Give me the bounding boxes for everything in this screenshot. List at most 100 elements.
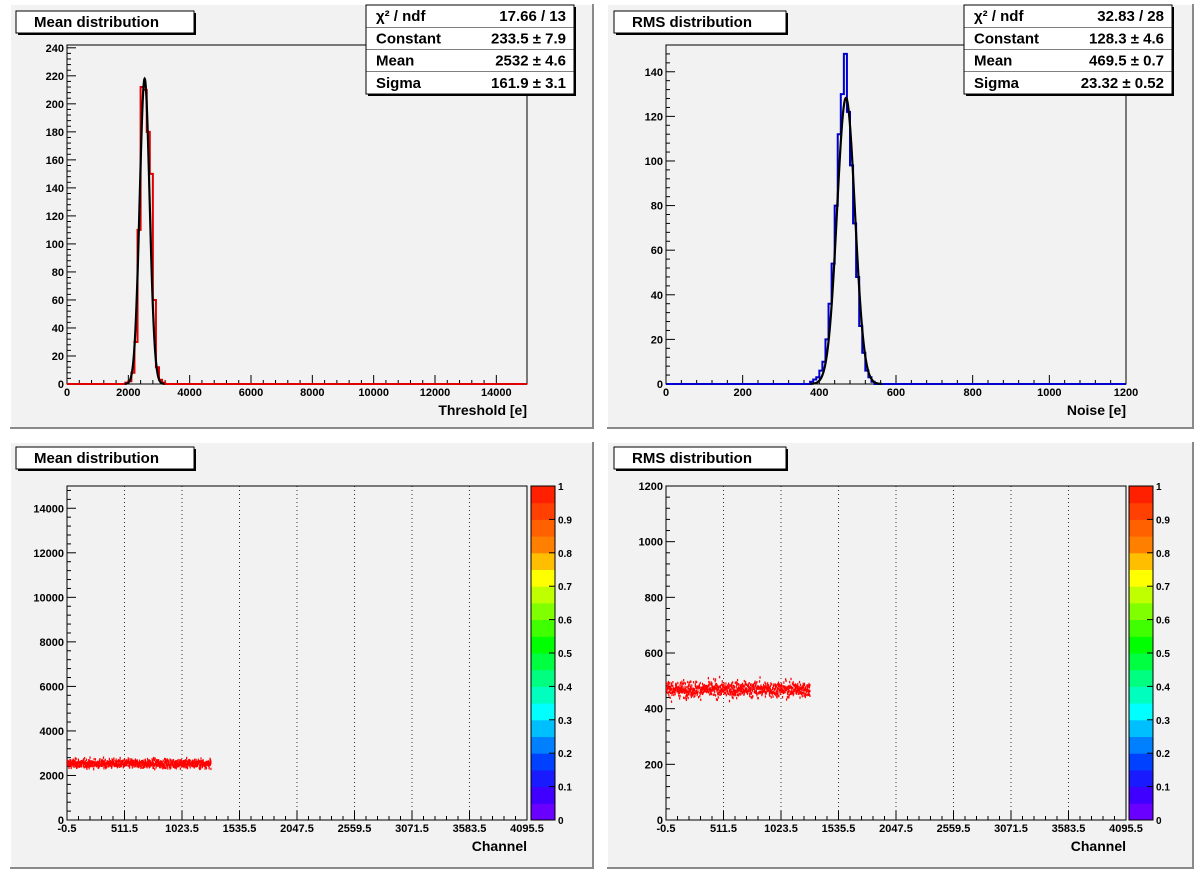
channel-cell [746,687,748,691]
channel-cell [698,683,700,686]
channel-cell [708,683,710,687]
channel-cell [708,681,710,684]
channel-cell [154,758,156,762]
pad-background-dark-edge [10,442,594,869]
channel-cell [84,765,86,768]
channel-cell [784,689,786,692]
channel-cell [719,689,721,692]
palette-cell [1129,803,1153,821]
channel-cell [711,682,713,685]
stats-box-1: χ² / ndf 17.66 / 13 Constant 233.5 ± 7.9 Mea… [365,4,576,96]
channel-cell [799,696,801,699]
channel-cell [777,684,780,687]
channel-cell [791,690,793,694]
palette-tick-label: 0.3 [558,716,572,727]
channel-cell [159,764,161,767]
channel-cell [809,683,811,687]
channel-cell [719,693,721,696]
channel-cell [737,687,739,691]
channel-cell [154,763,156,766]
channel-cell [785,678,787,681]
channel-cell [685,691,687,694]
channel-cell [162,759,164,762]
channel-cell [711,683,713,687]
channel-cell [669,688,671,691]
channel-cell [152,761,154,765]
channel-cell [162,764,164,767]
channel-cell [725,685,727,689]
channel-cell [716,698,718,702]
chart-title: Mean distribution [34,450,159,467]
channel-cell [182,761,184,765]
channel-cell [713,688,715,692]
channel-cell [154,757,156,760]
channel-cell [686,686,688,689]
channel-cell [724,692,727,695]
channel-cell [687,691,689,694]
channel-cell [693,688,696,692]
channel-cell [177,758,179,762]
channel-cell [728,699,731,703]
channel-cell [176,761,178,765]
channel-cell [69,760,71,763]
channel-cell [757,696,759,700]
channel-cell [152,763,154,766]
channel-cell [100,762,102,765]
channel-cell [702,690,705,694]
channel-cell [677,691,679,694]
channel-cell [781,695,784,699]
palette-cell [531,719,555,737]
channel-cell [208,766,210,769]
channel-cell [120,764,123,768]
channel-cell [187,762,190,765]
channel-cell [113,758,115,762]
pad-background-light-edge [9,3,593,428]
channel-cell [761,693,763,697]
channel-cell [805,692,807,695]
channel-cell [92,764,94,768]
channel-cell [685,693,687,697]
channel-cell [118,765,120,769]
channel-cell [200,757,202,760]
channel-cell [144,765,146,769]
channel-cell [84,760,87,763]
channel-cell [753,687,755,690]
channel-cell [166,759,168,763]
channel-cell [208,760,210,763]
x-tick-label: 800 [963,387,981,399]
y-tick-label: 0 [58,379,64,391]
channel-cell [808,684,810,687]
channel-cell [74,757,76,760]
channel-cell [748,688,750,691]
channel-cell [107,760,110,764]
channel-cell [694,689,696,693]
channel-cell [674,688,677,692]
channel-cell [134,763,136,766]
channel-cell [744,684,746,687]
channel-cell [687,693,689,697]
channel-cell [774,683,776,686]
channel-cell [695,680,697,684]
y-tick-label: 120 [645,111,663,123]
channel-cell [807,685,809,689]
channel-cell [77,758,79,761]
channel-cell [111,759,114,762]
channel-cell [195,758,197,762]
channel-cell [804,695,807,699]
channel-cell [745,683,748,686]
channel-cell [733,685,736,688]
x-axis-label: Threshold [e] [438,402,527,418]
x-tick-label: 2000 [116,387,140,399]
channel-cell [729,693,731,697]
palette-tick-label: 0.7 [558,582,572,593]
channel-cell [121,759,123,763]
channel-cell [716,685,718,688]
x-axis-label: Channel [1071,838,1126,854]
channel-cell [102,764,104,768]
channel-cell [763,688,766,692]
channel-cell [146,760,149,763]
channel-cell [689,686,692,689]
channel-cell [122,761,124,764]
x-tick-label: 1023.5 [764,823,798,835]
channel-cell [167,767,169,770]
